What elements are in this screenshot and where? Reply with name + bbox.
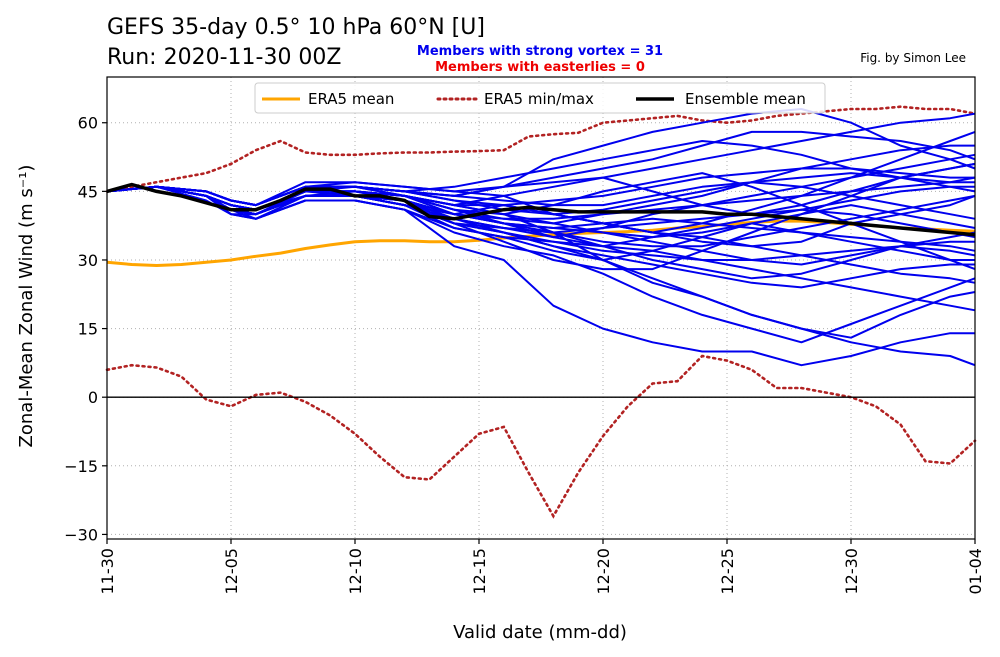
- y-axis-label: Zonal-Mean Zonal Wind (m s⁻¹): [16, 165, 37, 448]
- era5-min-line: [105, 354, 977, 519]
- x-tick-label: 12-15: [470, 548, 489, 595]
- member-line-15: [106, 185, 976, 344]
- chart-title-line2: Run: 2020-11-30 00Z: [107, 45, 342, 70]
- x-tick-label: 12-10: [346, 548, 365, 595]
- y-tick-label: 60: [78, 114, 98, 133]
- x-tick-label: 12-25: [718, 548, 737, 595]
- y-tick-label: 0: [88, 388, 98, 407]
- axes: −30 −15 0 15 30 45 60 11-30 12-05 12-10 12-15 12-20…: [64, 76, 985, 595]
- chart-title-line1: GEFS 35-day 0.5° 10 hPa 60°N [U]: [107, 15, 485, 40]
- legend-box: [254, 82, 826, 114]
- figure-credit: Fig. by Simon Lee: [860, 51, 966, 65]
- member-line-6: [106, 130, 976, 234]
- y-tick-label: −15: [64, 457, 98, 476]
- y-tick-label: −30: [64, 525, 98, 544]
- legend-label-ensemble-mean: Ensemble mean: [685, 90, 806, 108]
- x-tick-label: 01-04: [966, 548, 985, 595]
- member-line-2: [106, 108, 976, 207]
- y-tick-label: 15: [78, 320, 98, 339]
- legend: ERA5 mean ERA5 min/max Ensemble mean: [254, 82, 826, 114]
- member-line-30: [106, 185, 975, 248]
- strong-vortex-note: Members with strong vortex = 31: [417, 44, 663, 59]
- y-tick-label: 30: [78, 251, 98, 270]
- legend-label-era5-minmax: ERA5 min/max: [484, 90, 594, 108]
- x-axis-label: Valid date (mm-dd): [453, 622, 627, 643]
- ensemble-mean-line: [106, 182, 976, 237]
- member-line-3: [106, 185, 976, 280]
- legend-label-era5-mean: ERA5 mean: [308, 90, 394, 108]
- member-line-29: [106, 181, 976, 220]
- era5-max-line: [105, 105, 977, 193]
- x-tick-label: 12-30: [842, 548, 861, 595]
- y-tick-label: 45: [78, 182, 98, 201]
- x-tick-label: 11-30: [98, 548, 117, 595]
- x-tick-label: 12-20: [594, 548, 613, 595]
- easterlies-note: Members with easterlies = 0: [435, 60, 645, 75]
- series-layer: [105, 105, 977, 519]
- x-tick-label: 12-05: [222, 548, 241, 595]
- plot-frame: [106, 76, 976, 540]
- grid-lines: [106, 77, 976, 539]
